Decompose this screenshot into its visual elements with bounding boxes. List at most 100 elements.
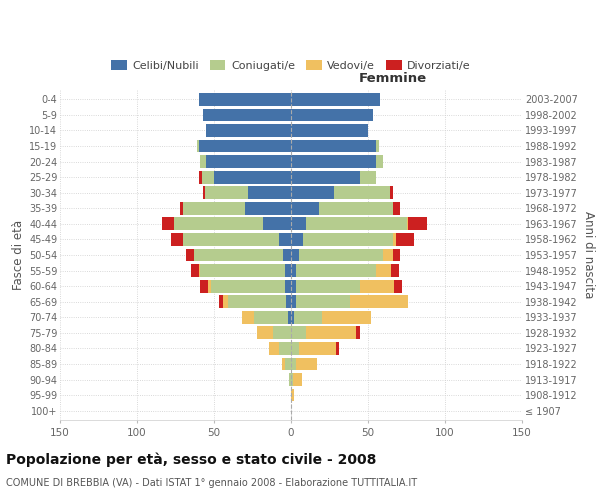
Bar: [294, 311, 322, 324]
Bar: [291, 171, 360, 183]
Bar: [360, 171, 376, 183]
Bar: [288, 311, 291, 324]
Bar: [218, 296, 223, 308]
Bar: [171, 233, 183, 246]
Bar: [291, 311, 294, 324]
Bar: [356, 326, 360, 339]
Bar: [291, 202, 319, 214]
Bar: [291, 93, 380, 106]
Bar: [286, 296, 291, 308]
Bar: [291, 358, 296, 370]
Bar: [285, 358, 291, 370]
Bar: [376, 264, 391, 277]
Bar: [293, 373, 302, 386]
Bar: [269, 342, 278, 355]
Bar: [200, 280, 208, 292]
Bar: [392, 233, 396, 246]
Bar: [392, 248, 400, 262]
Bar: [203, 108, 291, 122]
Bar: [291, 155, 376, 168]
Bar: [360, 280, 394, 292]
Bar: [291, 108, 373, 122]
Bar: [208, 280, 211, 292]
Bar: [407, 218, 408, 230]
Bar: [304, 233, 392, 246]
Bar: [278, 233, 291, 246]
Bar: [289, 373, 291, 386]
Bar: [186, 248, 194, 262]
Bar: [285, 264, 291, 277]
Bar: [278, 342, 291, 355]
Bar: [291, 388, 294, 402]
Bar: [296, 264, 376, 277]
Bar: [291, 186, 334, 199]
Bar: [174, 218, 263, 230]
Bar: [291, 140, 376, 152]
Bar: [180, 202, 183, 214]
Bar: [299, 342, 335, 355]
Bar: [203, 186, 205, 199]
Bar: [197, 140, 199, 152]
Bar: [319, 202, 392, 214]
Bar: [291, 342, 299, 355]
Bar: [291, 124, 368, 137]
Bar: [200, 155, 206, 168]
Bar: [291, 296, 296, 308]
Y-axis label: Anni di nascita: Anni di nascita: [582, 212, 595, 298]
Bar: [296, 358, 317, 370]
Bar: [257, 326, 272, 339]
Bar: [282, 358, 285, 370]
Text: COMUNE DI BREBBIA (VA) - Dati ISTAT 1° gennaio 2008 - Elaborazione TUTTITALIA.IT: COMUNE DI BREBBIA (VA) - Dati ISTAT 1° g…: [6, 478, 417, 488]
Bar: [283, 248, 291, 262]
Bar: [214, 171, 291, 183]
Bar: [202, 171, 214, 183]
Bar: [183, 202, 245, 214]
Bar: [199, 93, 291, 106]
Bar: [334, 186, 389, 199]
Bar: [242, 311, 254, 324]
Bar: [211, 280, 285, 292]
Bar: [291, 233, 304, 246]
Bar: [199, 171, 202, 183]
Bar: [285, 280, 291, 292]
Bar: [296, 280, 360, 292]
Bar: [376, 140, 379, 152]
Bar: [223, 296, 228, 308]
Bar: [389, 186, 392, 199]
Bar: [299, 248, 383, 262]
Bar: [383, 248, 392, 262]
Bar: [391, 264, 399, 277]
Legend: Celibi/Nubili, Coniugati/e, Vedovi/e, Divorziati/e: Celibi/Nubili, Coniugati/e, Vedovi/e, Di…: [107, 56, 475, 76]
Bar: [228, 296, 286, 308]
Bar: [248, 186, 291, 199]
Bar: [272, 326, 291, 339]
Text: Popolazione per età, sesso e stato civile - 2008: Popolazione per età, sesso e stato civil…: [6, 452, 376, 467]
Bar: [392, 202, 400, 214]
Bar: [183, 233, 278, 246]
Bar: [291, 280, 296, 292]
Bar: [191, 264, 199, 277]
Bar: [396, 233, 414, 246]
Bar: [307, 326, 356, 339]
Text: Femmine: Femmine: [359, 72, 427, 85]
Bar: [254, 311, 288, 324]
Bar: [350, 296, 408, 308]
Bar: [291, 373, 293, 386]
Bar: [205, 186, 248, 199]
Bar: [263, 218, 291, 230]
Bar: [291, 264, 296, 277]
Bar: [291, 248, 299, 262]
Bar: [335, 342, 339, 355]
Bar: [200, 264, 285, 277]
Bar: [291, 326, 307, 339]
Bar: [199, 140, 291, 152]
Bar: [161, 218, 174, 230]
Bar: [296, 296, 350, 308]
Bar: [206, 124, 291, 137]
Bar: [394, 280, 402, 292]
Bar: [322, 311, 371, 324]
Bar: [245, 202, 291, 214]
Bar: [194, 248, 283, 262]
Bar: [376, 155, 383, 168]
Bar: [408, 218, 427, 230]
